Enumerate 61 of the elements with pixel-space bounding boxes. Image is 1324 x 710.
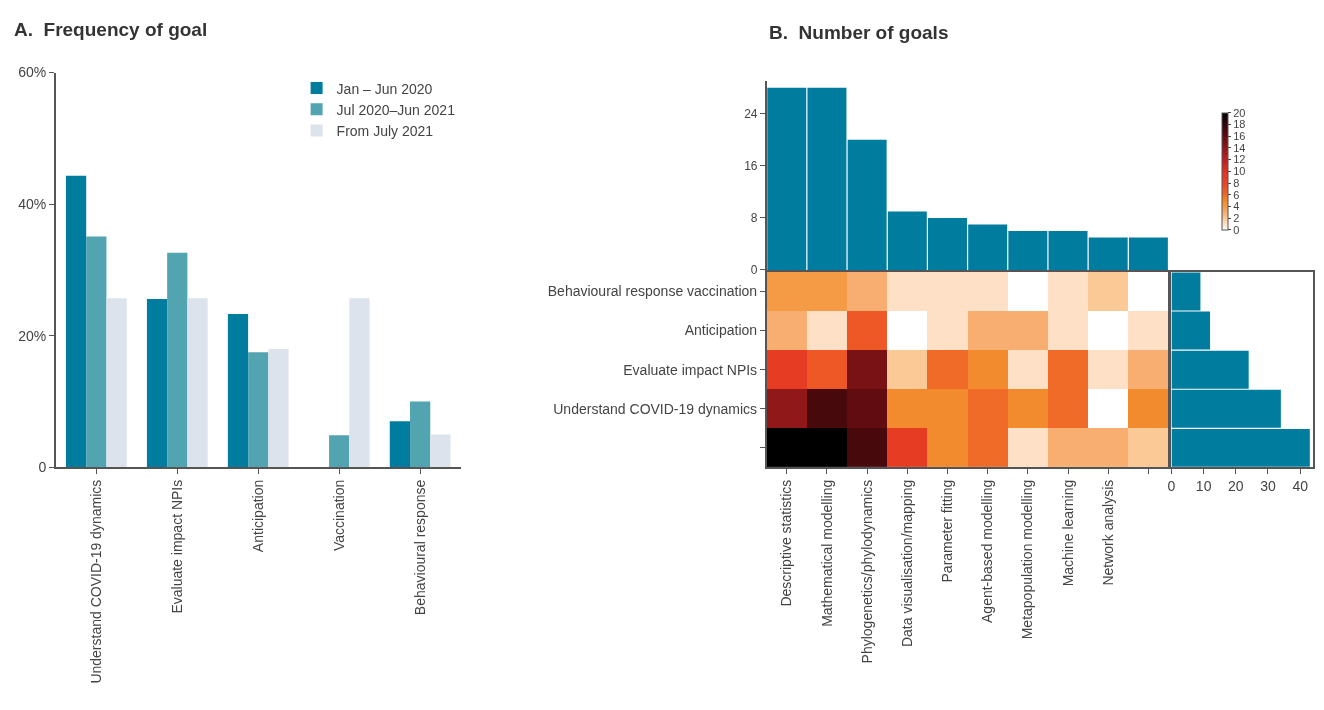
- y-tick-label: Anticipation: [684, 322, 758, 339]
- bar: [430, 434, 451, 468]
- x-tick-label: Phylogenetics/phylodynamics: [858, 479, 875, 664]
- chart-title: A. Frequency of goal: [14, 19, 208, 40]
- x-tick-label: Behavioural response: [411, 479, 428, 616]
- bar: [329, 435, 350, 468]
- bar: [349, 298, 370, 468]
- bar: [268, 348, 289, 468]
- chart-title: B. Number of goals: [769, 22, 949, 43]
- bar: [1171, 272, 1201, 311]
- x-tick-label: Network analysis: [1099, 479, 1116, 586]
- y-tick-label: 20%: [18, 327, 47, 344]
- color-bar-label: 8: [1233, 176, 1240, 189]
- x-tick-label: 10: [1195, 477, 1212, 494]
- x-tick-label: Parameter fitting: [939, 479, 956, 583]
- color-bar-label: 20: [1233, 106, 1246, 119]
- color-bar-label: 4: [1233, 200, 1240, 213]
- bar: [86, 236, 107, 468]
- bar: [410, 401, 431, 468]
- x-tick-label: 30: [1260, 477, 1276, 494]
- color-bar-label: 2: [1233, 211, 1240, 224]
- bar: [65, 175, 87, 468]
- bar: [167, 252, 188, 468]
- x-tick-label: Data visualisation/mapping: [898, 479, 915, 648]
- legend-label: Jan – Jun 2020: [336, 80, 433, 97]
- bar: [248, 352, 269, 468]
- legend-label: From July 2021: [336, 122, 434, 139]
- x-tick-label: Machine learning: [1059, 479, 1076, 587]
- x-tick-label: Mathematical modelling: [818, 479, 835, 627]
- bar: [227, 314, 249, 468]
- y-tick-label: Behavioural response vaccination: [547, 283, 758, 300]
- y-tick-label: 40%: [18, 196, 47, 213]
- bar: [389, 421, 411, 468]
- y-tick-label: 16: [744, 159, 758, 174]
- color-bar-label: 10: [1233, 165, 1246, 178]
- x-tick-label: Vaccination: [330, 479, 347, 552]
- y-tick-label: 60%: [18, 64, 47, 81]
- y-tick-label: Evaluate impact NPIs: [623, 361, 758, 378]
- x-tick-label: 0: [1167, 477, 1176, 494]
- color-bar-label: 18: [1233, 118, 1246, 131]
- x-tick-label: Metapopulation modelling: [1019, 479, 1036, 640]
- color-bar-label: 14: [1233, 141, 1246, 154]
- bar: [146, 298, 168, 468]
- y-tick-label: 0: [750, 263, 758, 278]
- bar: [187, 298, 208, 468]
- bar: [106, 298, 127, 468]
- legend-label: Jul 2020–Jun 2021: [336, 101, 456, 118]
- y-tick-label: 0: [38, 459, 47, 476]
- y-tick-label: 8: [750, 211, 758, 226]
- x-tick-label: 40: [1292, 477, 1309, 494]
- y-tick-label: 24: [744, 107, 758, 122]
- y-tick-label: Understand COVID-19 dynamics: [553, 400, 758, 417]
- color-bar-label: 6: [1233, 188, 1240, 201]
- color-bar-label: 0: [1233, 223, 1240, 236]
- x-tick-label: Anticipation: [249, 479, 266, 553]
- x-tick-label: Agent-based modelling: [979, 479, 996, 623]
- x-tick-label: Descriptive statistics: [778, 479, 795, 607]
- color-bar-label: 12: [1233, 153, 1246, 166]
- color-bar-label: 16: [1233, 130, 1246, 143]
- x-tick-label: Evaluate impact NPIs: [168, 479, 185, 614]
- x-tick-label: 20: [1228, 477, 1244, 494]
